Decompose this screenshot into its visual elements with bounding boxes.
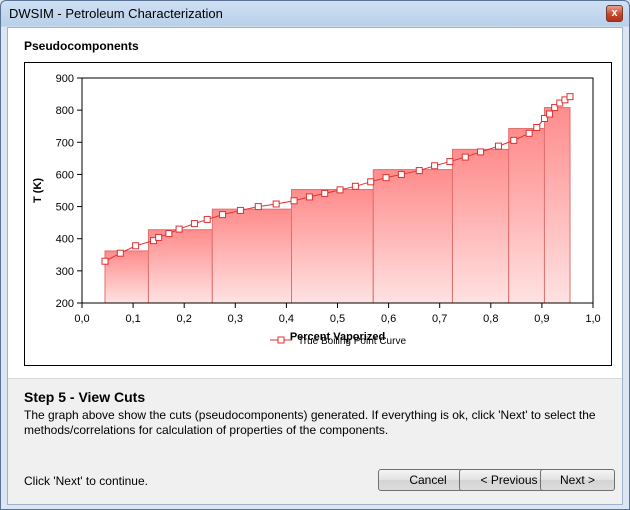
- tbp-point: [175, 225, 183, 233]
- cut-bar: [451, 148, 510, 304]
- x-tick-label: 0,0: [74, 313, 89, 325]
- tbp-point: [116, 249, 124, 257]
- cut-bar: [543, 107, 571, 304]
- y-tick-label: 800: [56, 105, 74, 117]
- tbp-point: [546, 110, 554, 118]
- x-tick-label: 0,2: [177, 313, 192, 325]
- footer-hint: Click 'Next' to continue.: [24, 474, 148, 488]
- tbp-point: [272, 200, 280, 208]
- tbp-point: [494, 142, 502, 150]
- tbp-point: [551, 104, 559, 112]
- cut-bar: [508, 127, 545, 304]
- tbp-point: [566, 93, 574, 101]
- y-tick-label: 600: [56, 169, 74, 181]
- cut-bar: [104, 250, 149, 304]
- close-button[interactable]: x: [606, 5, 623, 22]
- tbp-point: [367, 178, 375, 186]
- tbp-point: [165, 230, 173, 238]
- next-button[interactable]: Next >: [540, 469, 615, 491]
- tbp-point: [461, 153, 469, 161]
- y-tick-label: 200: [56, 298, 74, 310]
- window-title: DWSIM - Petroleum Characterization: [9, 6, 223, 21]
- tbp-point: [254, 203, 262, 211]
- tbp-point: [132, 242, 140, 250]
- y-tick-label: 900: [56, 73, 74, 85]
- tbp-point: [101, 257, 109, 265]
- x-tick-label: 0,4: [279, 313, 294, 325]
- x-tick-label: 0,1: [125, 313, 140, 325]
- cut-bar: [291, 189, 374, 304]
- tbp-point: [219, 211, 227, 219]
- tbp-point: [336, 186, 344, 194]
- tbp-point: [203, 215, 211, 223]
- dialog-client-area: Pseudocomponents 0,0 0,1 0,2 0,3 0,4 0,5 0,6 0,…: [7, 27, 623, 505]
- chart-frame: 0,0 0,1 0,2 0,3 0,4 0,5 0,6 0,7 0,8 0,9 1,0 200 300 4…: [24, 62, 612, 366]
- title-bar[interactable]: DWSIM - Petroleum Characterization x: [1, 1, 629, 27]
- tbp-point: [236, 206, 244, 214]
- tbp-point: [290, 197, 298, 205]
- tbp-point: [382, 174, 390, 182]
- tbp-point: [446, 158, 454, 166]
- y-tick-label: 500: [56, 202, 74, 214]
- tbp-point: [351, 182, 359, 190]
- legend-label: True Boiling Point Curve: [298, 336, 406, 347]
- step-title: Step 5 - View Cuts: [24, 389, 146, 405]
- x-tick-label: 0,6: [381, 313, 396, 325]
- step-description: The graph above show the cuts (pseudocom…: [24, 408, 596, 437]
- x-tick-label: 0,9: [534, 313, 549, 325]
- tbp-point: [525, 129, 533, 137]
- cut-bar: [211, 208, 293, 304]
- tbp-point: [415, 167, 423, 175]
- tbp-point: [540, 115, 548, 122]
- x-tick-label: 1,0: [585, 313, 600, 325]
- cut-bar: [372, 169, 453, 304]
- x-axis-label: Percent Vaporized: [290, 331, 385, 343]
- y-axis-label: T (K): [32, 178, 44, 203]
- tbp-point: [305, 193, 313, 201]
- legend-marker: [277, 336, 285, 344]
- x-tick-label: 0,8: [483, 313, 498, 325]
- chart-panel: Pseudocomponents 0,0 0,1 0,2 0,3 0,4 0,5 0,6 0,…: [8, 28, 622, 379]
- x-tick-label: 0,5: [330, 313, 345, 325]
- y-tick-label: 700: [56, 137, 74, 149]
- cut-bar: [147, 229, 213, 304]
- x-tick-label: 0,7: [432, 313, 447, 325]
- tbp-point: [155, 233, 163, 241]
- pseudocomponents-chart: 0,0 0,1 0,2 0,3 0,4 0,5 0,6 0,7 0,8 0,9 1,0 200 300 4…: [32, 73, 601, 347]
- tbp-point: [510, 136, 518, 144]
- y-tick-label: 400: [56, 234, 74, 246]
- tbp-point: [533, 124, 541, 131]
- tbp-point: [397, 170, 405, 178]
- x-tick-label: 0,3: [228, 313, 243, 325]
- previous-button[interactable]: < Previous: [459, 469, 559, 491]
- tbp-point: [431, 162, 439, 170]
- section-title: Pseudocomponents: [24, 39, 139, 53]
- y-tick-label: 300: [56, 266, 74, 278]
- tbp-point: [190, 220, 198, 228]
- tbp-point: [321, 189, 329, 197]
- tbp-point: [477, 148, 485, 156]
